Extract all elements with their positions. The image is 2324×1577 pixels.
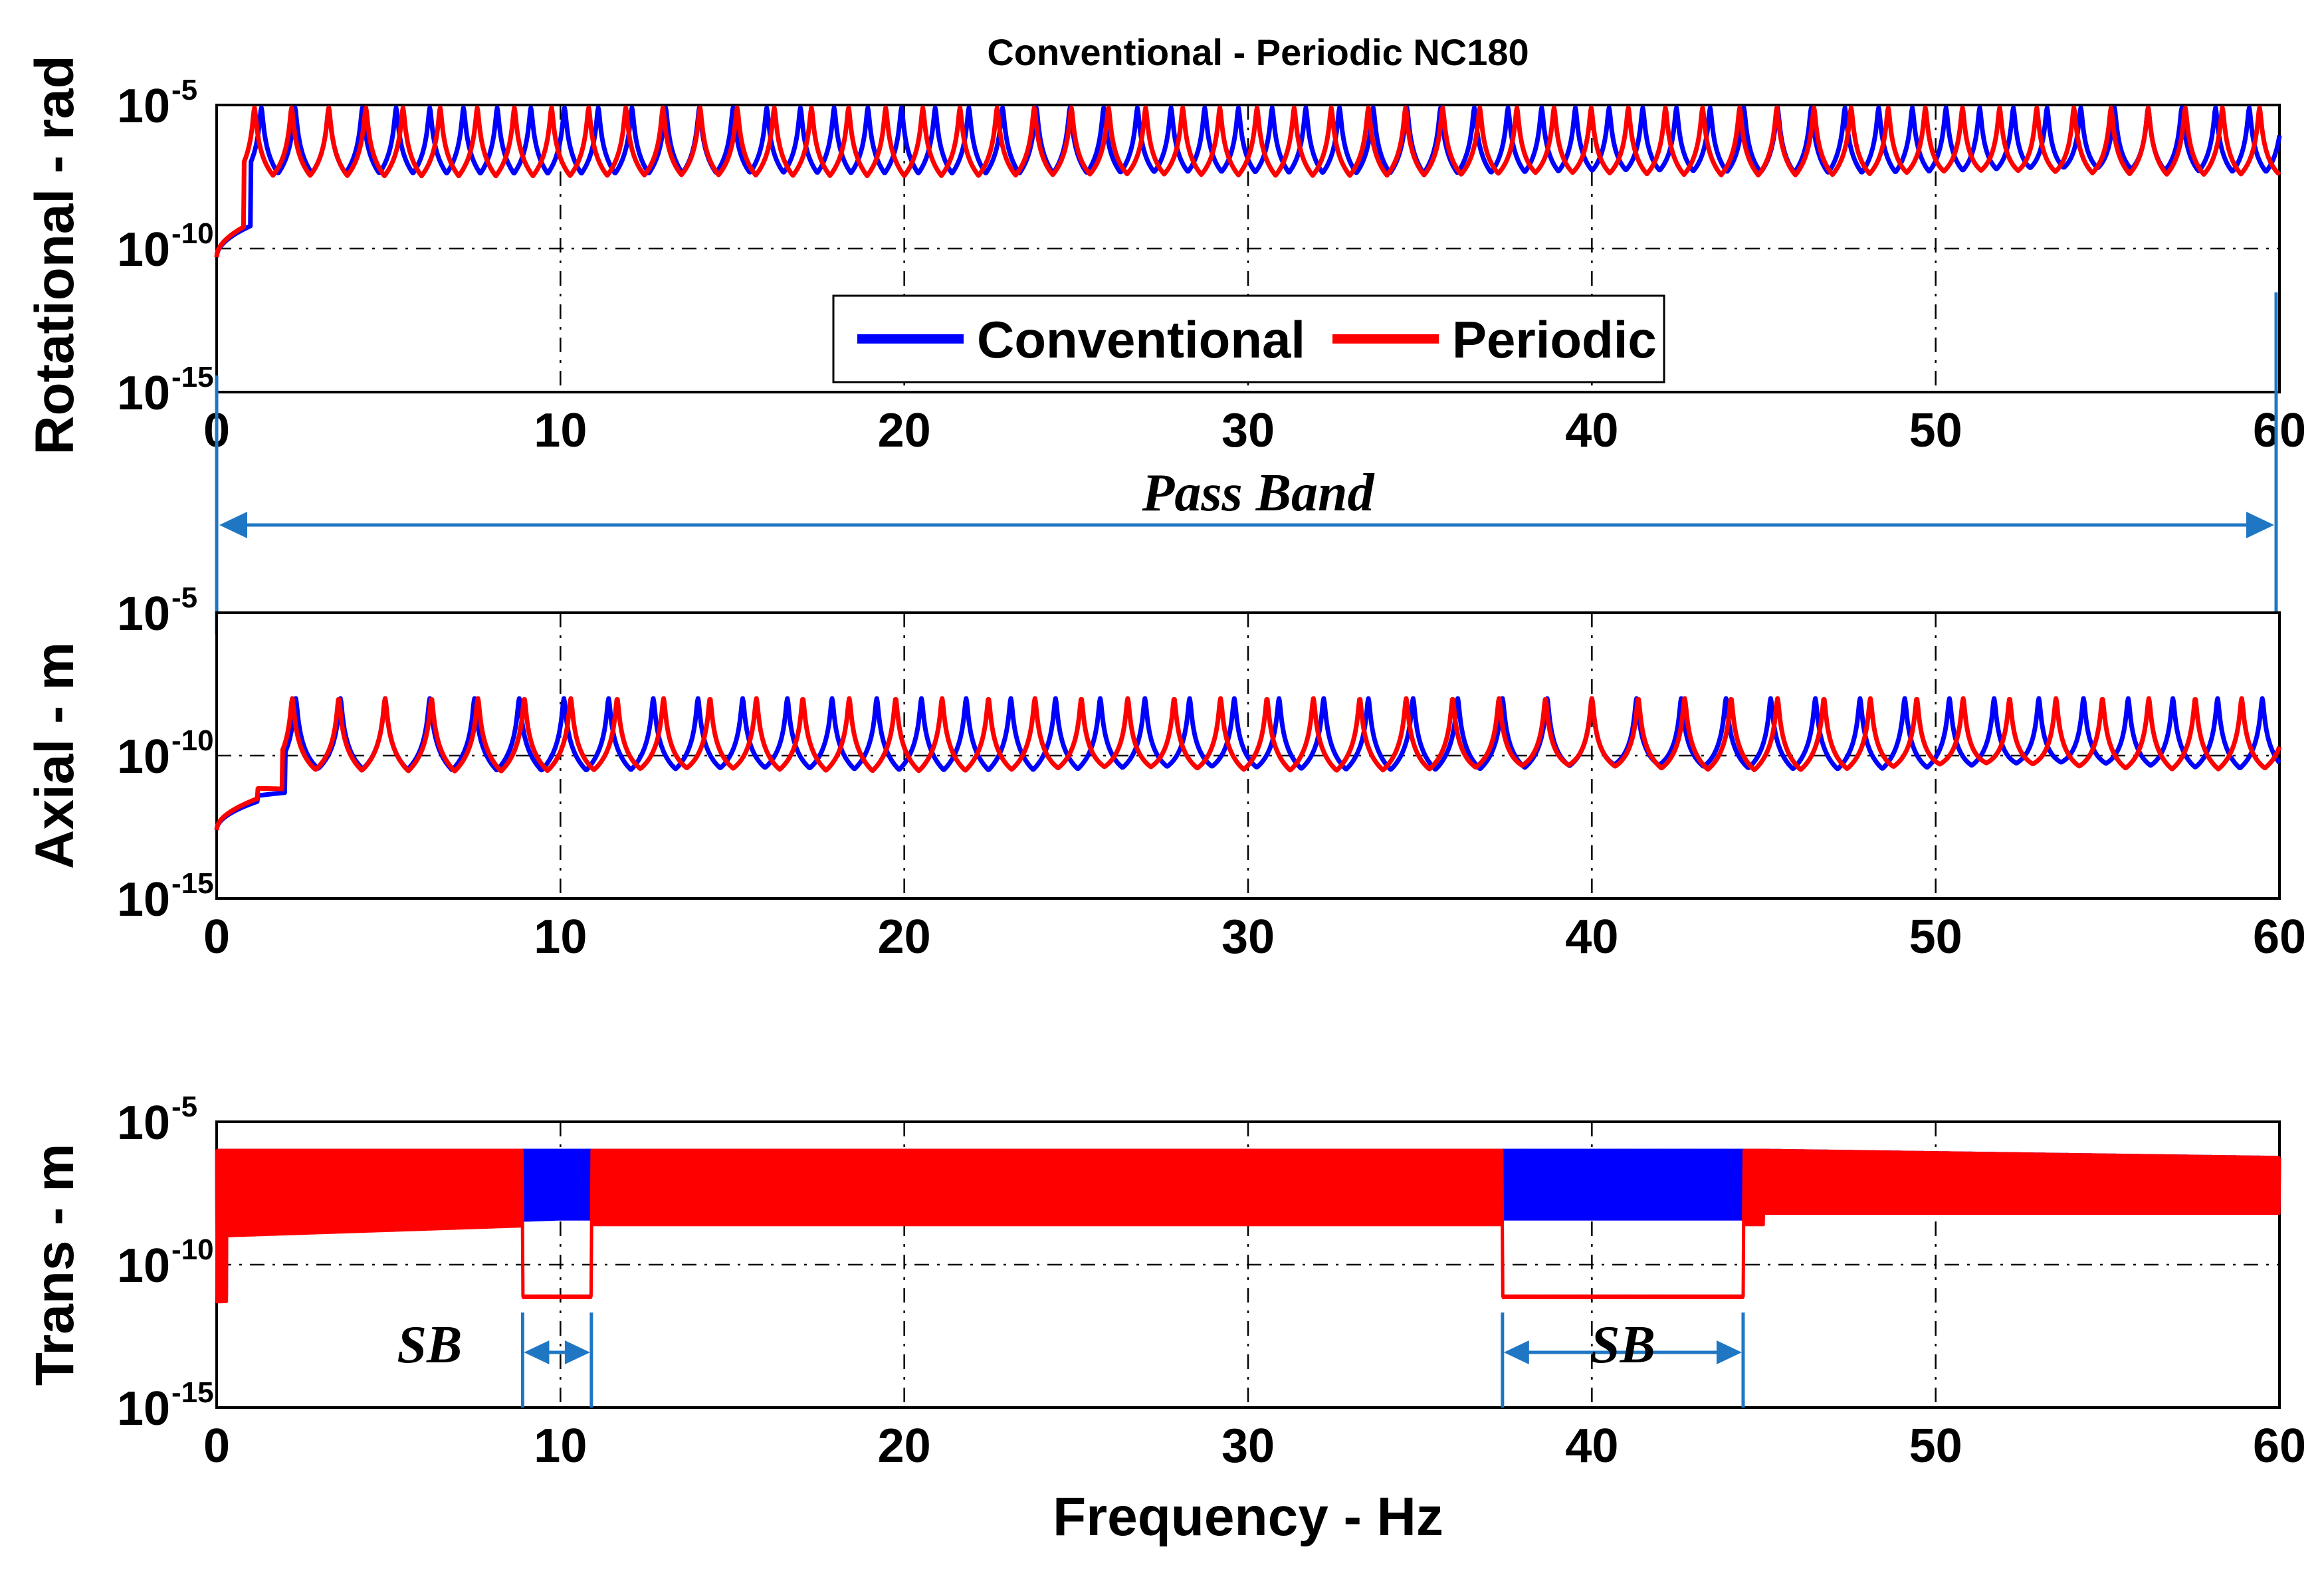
ytick-base-trans-1: 10 <box>117 1239 170 1293</box>
stop-band-arrowhead-right-1 <box>1716 1340 1742 1364</box>
xtick-rotational-10: 10 <box>534 404 587 457</box>
xtick-axial-20: 20 <box>878 910 931 964</box>
series-rotational <box>214 105 2282 258</box>
xticks-rotational: 0 10 20 30 40 50 60 <box>203 404 2306 457</box>
xtick-rotational-40: 40 <box>1565 404 1618 457</box>
series-line-trans-periodic <box>215 1148 2281 1304</box>
ytick-exp-axial-0: -5 <box>171 581 197 614</box>
ytick-exp-trans-1: -10 <box>171 1233 214 1266</box>
ytick-base-rotational-2: 10 <box>117 367 170 420</box>
xtick-axial-10: 10 <box>534 910 587 964</box>
ytick-exp-axial-1: -10 <box>171 724 214 757</box>
ytick-base-axial-0: 10 <box>117 587 170 641</box>
stop-band-arrowhead-right-0 <box>564 1340 590 1364</box>
stop-band-arrowhead-left-1 <box>1503 1340 1529 1364</box>
ytick-base-rotational-1: 10 <box>117 223 170 276</box>
stop-band-annotations: SB SB <box>397 1313 1745 1408</box>
xticks-axial: 0 10 20 30 40 50 60 <box>203 910 2306 964</box>
xtick-rotational-60: 60 <box>2253 404 2306 457</box>
ytick-exp-rotational-1: -10 <box>171 217 214 250</box>
stop-band-label-0: SB <box>397 1316 462 1374</box>
series-line-rotational-periodic <box>214 105 2281 258</box>
legend: Conventional Periodic <box>832 294 1665 383</box>
ytick-exp-trans-2: -15 <box>171 1376 214 1409</box>
ytick-base-rotational-0: 10 <box>117 80 170 133</box>
xtick-rotational-30: 30 <box>1221 404 1275 457</box>
xticks-trans: 0 10 20 30 40 50 60 <box>203 1419 2306 1473</box>
pass-band-arrowhead-left <box>219 512 247 538</box>
xtick-trans-30: 30 <box>1221 1419 1275 1473</box>
pass-band-label: Pass Band <box>1142 464 1375 522</box>
ylabel-axial: Axial - m <box>25 642 85 869</box>
chart-title: Conventional - Periodic NC180 <box>987 31 1529 73</box>
ytick-exp-rotational-0: -5 <box>171 74 197 106</box>
xtick-trans-60: 60 <box>2253 1419 2306 1473</box>
ylabel-trans: Trans - m <box>25 1144 85 1386</box>
pass-band-arrowhead-right <box>2246 512 2274 538</box>
ytick-base-axial-2: 10 <box>117 873 170 926</box>
xtick-axial-40: 40 <box>1565 910 1618 964</box>
series-line-axial-conventional <box>214 696 2281 831</box>
xtick-axial-60: 60 <box>2253 910 2306 964</box>
ytick-exp-axial-2: -15 <box>171 867 214 900</box>
stop-band-arrowhead-left-0 <box>524 1340 550 1364</box>
xtick-trans-20: 20 <box>878 1419 931 1473</box>
xtick-trans-0: 0 <box>203 1419 230 1473</box>
xtick-axial-50: 50 <box>1909 910 1962 964</box>
xtick-axial-30: 30 <box>1221 910 1275 964</box>
series-line-axial-periodic <box>214 696 2282 831</box>
series-trans <box>215 1148 2281 1304</box>
legend-label-conventional: Conventional <box>977 310 1305 369</box>
ytick-exp-rotational-2: -15 <box>171 361 214 393</box>
xtick-rotational-20: 20 <box>878 404 931 457</box>
xtick-trans-40: 40 <box>1565 1419 1618 1473</box>
xtick-rotational-50: 50 <box>1909 404 1962 457</box>
stop-band-label-1: SB <box>1590 1316 1655 1374</box>
xtick-axial-0: 0 <box>203 910 230 964</box>
xtick-trans-50: 50 <box>1909 1419 1962 1473</box>
pass-band-annotation: Pass Band <box>215 292 2278 694</box>
ylabel-rotational: Rotational - rad <box>25 55 85 455</box>
ytick-base-trans-0: 10 <box>117 1097 170 1150</box>
ytick-base-axial-1: 10 <box>117 730 170 784</box>
xtick-trans-10: 10 <box>534 1419 587 1473</box>
legend-label-periodic: Periodic <box>1452 310 1657 369</box>
legend-box <box>832 294 1665 383</box>
series-axial <box>214 696 2282 831</box>
ytick-base-trans-2: 10 <box>117 1382 170 1435</box>
ytick-exp-trans-0: -5 <box>171 1091 197 1123</box>
xlabel-frequency: Frequency - Hz <box>1053 1487 1443 1547</box>
